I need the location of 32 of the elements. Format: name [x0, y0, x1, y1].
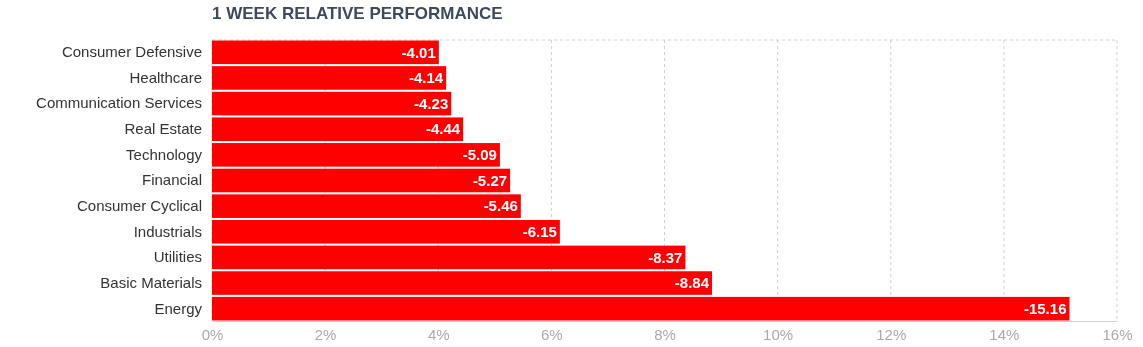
data-label: -5.46 [483, 197, 518, 215]
data-label: -4.44 [425, 120, 461, 138]
y-tick-label: Financial [141, 171, 202, 189]
x-tick-label: 10% [763, 325, 794, 343]
data-label: -5.09 [462, 146, 497, 164]
data-label: -4.14 [408, 69, 444, 87]
y-tick-label: Communication Services [36, 94, 202, 112]
y-tick-label: Industrials [133, 222, 202, 240]
y-tick-label: Technology [126, 145, 203, 163]
x-tick-label: 4% [427, 325, 450, 343]
x-tick-label: 8% [654, 325, 676, 343]
y-tick-label: Consumer Defensive [61, 43, 202, 61]
data-label: -4.23 [414, 94, 449, 112]
data-label: -8.84 [674, 274, 710, 292]
data-label: -8.37 [648, 248, 683, 266]
x-tick-label: 0% [201, 325, 224, 343]
y-tick-label: Consumer Cyclical [76, 196, 202, 214]
data-label: -4.01 [401, 43, 436, 61]
data-label: -15.16 [1023, 299, 1067, 317]
x-tick-label: 6% [541, 325, 563, 343]
chart-title: 1 WEEK RELATIVE PERFORMANCE [212, 4, 503, 23]
data-label: -5.27 [472, 171, 508, 189]
y-tick-label: Healthcare [129, 68, 202, 86]
data-label: -6.15 [522, 223, 557, 241]
x-tick-label: 12% [876, 325, 907, 343]
y-tick-label: Real Estate [124, 120, 202, 138]
x-tick-label: 14% [989, 325, 1020, 343]
y-tick-label: Energy [154, 299, 203, 317]
x-tick-label: 2% [314, 325, 337, 343]
y-tick-label: Utilities [153, 248, 202, 266]
y-tick-label: Basic Materials [100, 273, 202, 291]
x-tick-label: 16% [1102, 325, 1133, 343]
